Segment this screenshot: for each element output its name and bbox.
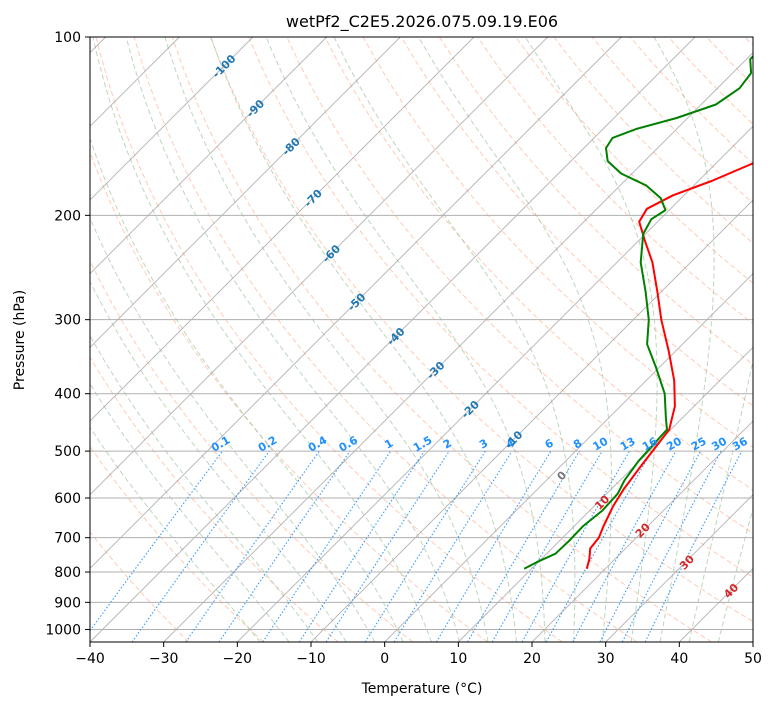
y-tick-label: 300 bbox=[54, 313, 81, 329]
moist-adiabats bbox=[90, 37, 753, 642]
mixing-ratio-line bbox=[218, 450, 351, 642]
moist-adiabat bbox=[210, 37, 517, 642]
dry-adiabats bbox=[90, 37, 753, 642]
isobars bbox=[90, 37, 753, 630]
isotherm-line bbox=[310, 199, 753, 642]
isotherm-line bbox=[90, 37, 254, 201]
moist-adiabat bbox=[125, 37, 461, 642]
isotherm-line bbox=[90, 37, 548, 496]
dry-adiabat bbox=[438, 37, 753, 366]
moist-adiabat bbox=[418, 37, 613, 642]
mixing-ratio-line bbox=[131, 450, 270, 642]
dry-adiabat bbox=[248, 37, 753, 578]
y-axis-label: Pressure (hPa) bbox=[12, 290, 28, 390]
moist-adiabat bbox=[90, 426, 261, 642]
isotherm-line bbox=[384, 273, 753, 642]
moist-adiabat bbox=[90, 136, 404, 642]
dry-adiabat bbox=[90, 445, 264, 642]
x-tick-label: −40 bbox=[75, 651, 105, 667]
x-tick-label: 50 bbox=[744, 651, 762, 667]
isotherm-line bbox=[458, 346, 753, 642]
dry-adiabat bbox=[210, 37, 753, 623]
x-tick-label: 30 bbox=[597, 651, 615, 667]
dry-adiabat bbox=[90, 150, 488, 642]
mixing-ratio-line bbox=[621, 450, 722, 642]
y-tick-label: 900 bbox=[54, 595, 81, 611]
dry-adiabat bbox=[90, 356, 339, 642]
mixing-ratio-line bbox=[298, 450, 425, 642]
x-tick-label: −20 bbox=[223, 651, 253, 667]
moist-adiabat bbox=[265, 37, 546, 642]
mixing-ratio-line bbox=[364, 450, 486, 642]
y-axis-ticks: 100 200 300 400 500 600 700 800 900 1000 bbox=[45, 30, 90, 638]
x-tick-label: 20 bbox=[523, 651, 541, 667]
dry-adiabat bbox=[95, 37, 563, 642]
y-tick-label: 1000 bbox=[45, 622, 81, 638]
dry-adiabat bbox=[400, 37, 753, 407]
isotherm-line bbox=[163, 52, 753, 642]
dry-adiabat bbox=[133, 37, 638, 642]
isotherm-line bbox=[90, 37, 622, 569]
dry-adiabat bbox=[324, 37, 753, 491]
mixing-ratio-lines bbox=[90, 450, 743, 642]
x-tick-label: 0 bbox=[380, 651, 389, 667]
x-tick-label: −10 bbox=[296, 651, 326, 667]
y-tick-label: 100 bbox=[54, 30, 81, 46]
chart-title: wetPf2_C2E5.2026.075.09.19.E06 bbox=[286, 12, 558, 32]
y-tick-label: 200 bbox=[54, 208, 81, 224]
mixing-ratio-line bbox=[262, 450, 392, 642]
y-tick-label: 700 bbox=[54, 531, 81, 547]
x-tick-label: 40 bbox=[670, 651, 688, 667]
x-tick-label: −30 bbox=[149, 651, 179, 667]
dry-adiabat bbox=[171, 37, 712, 642]
mixing-ratio-line bbox=[599, 450, 701, 642]
moist-adiabat bbox=[90, 382, 290, 642]
mixing-ratio-line bbox=[90, 450, 223, 632]
temperature-profile-line bbox=[585, 162, 753, 570]
moist-adiabat bbox=[90, 280, 347, 642]
isotherm-line bbox=[90, 37, 475, 422]
dry-adiabat bbox=[515, 37, 753, 284]
isotherms bbox=[90, 37, 753, 642]
plot-frame bbox=[89, 36, 754, 643]
isotherm-line bbox=[90, 37, 401, 348]
y-tick-label: 800 bbox=[54, 565, 81, 581]
dewpoint-profile-line bbox=[523, 54, 753, 570]
moist-adiabat bbox=[90, 334, 319, 642]
isotherm-line bbox=[531, 420, 753, 642]
mixing-ratio-line bbox=[185, 450, 320, 642]
moist-adiabat bbox=[653, 37, 715, 642]
moist-adiabat bbox=[90, 216, 376, 642]
moist-adiabat bbox=[92, 37, 432, 642]
sounding-profiles bbox=[523, 54, 753, 570]
x-axis-ticks: −40 −30 −20 −10 0 10 20 30 40 50 bbox=[75, 642, 762, 667]
x-axis-label: Temperature (°C) bbox=[361, 681, 483, 697]
isotherm-line bbox=[90, 37, 327, 275]
mixing-ratio-line bbox=[572, 450, 677, 642]
mixing-ratio-line bbox=[435, 450, 552, 642]
moist-adiabat bbox=[688, 358, 753, 642]
mixing-ratio-line bbox=[521, 450, 630, 642]
y-tick-label: 600 bbox=[54, 491, 81, 507]
y-tick-label: 400 bbox=[54, 387, 81, 403]
moist-adiabat bbox=[524, 37, 658, 642]
isotherm-line bbox=[605, 494, 753, 642]
mixing-ratio-line bbox=[325, 450, 450, 642]
mixing-ratio-line bbox=[393, 450, 513, 642]
x-tick-label: 10 bbox=[449, 651, 467, 667]
moist-adiabat bbox=[333, 37, 576, 642]
y-tick-label: 500 bbox=[54, 444, 81, 460]
moist-adiabat bbox=[164, 37, 489, 642]
isotherm-line bbox=[237, 125, 753, 642]
moist-adiabat bbox=[717, 506, 753, 642]
mixing-ratio-line bbox=[644, 450, 743, 642]
isotherm-line bbox=[90, 37, 696, 642]
dry-adiabat bbox=[90, 531, 190, 642]
